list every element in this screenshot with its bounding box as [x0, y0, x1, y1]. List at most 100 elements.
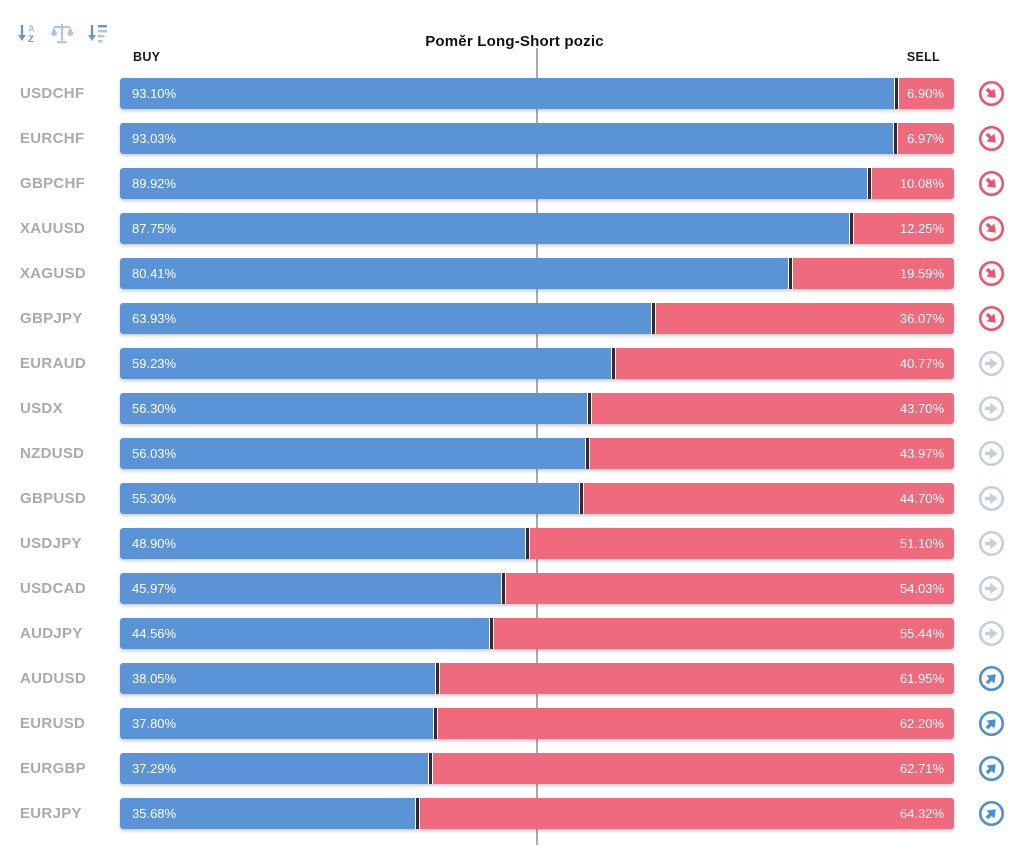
- buy-bar[interactable]: 55.30%: [120, 483, 579, 514]
- table-row: USDJPY 48.90% 51.10%: [0, 528, 1029, 559]
- pair-label: NZDUSD: [20, 445, 85, 462]
- pair-label: GBPUSD: [20, 490, 86, 507]
- ratio-bar: 56.03% 43.97%: [120, 438, 954, 469]
- pair-label: USDX: [20, 400, 63, 417]
- buy-bar[interactable]: 56.30%: [120, 393, 588, 424]
- signal-up-arrow-icon[interactable]: [954, 800, 1029, 827]
- buy-bar[interactable]: 89.92%: [120, 168, 868, 199]
- sell-bar[interactable]: 43.70%: [592, 393, 954, 424]
- ratio-bar: 55.30% 44.70%: [120, 483, 954, 514]
- bar-divider: [578, 483, 584, 514]
- buy-percent-label: 93.03%: [132, 131, 177, 146]
- signal-down-arrow-icon[interactable]: [954, 260, 1029, 287]
- bar-divider: [584, 438, 590, 469]
- sell-percent-label: 6.97%: [907, 131, 944, 146]
- signal-down-arrow-icon[interactable]: [954, 215, 1029, 242]
- sell-bar[interactable]: 43.97%: [589, 438, 954, 469]
- ratio-bar: 56.30% 43.70%: [120, 393, 954, 424]
- sell-percent-label: 10.08%: [899, 176, 944, 191]
- table-row: XAGUSD 80.41% 19.59%: [0, 258, 1029, 289]
- ratio-bar: 63.93% 36.07%: [120, 303, 954, 334]
- sell-percent-label: 54.03%: [899, 581, 944, 596]
- buy-bar[interactable]: 38.05%: [120, 663, 435, 694]
- sell-bar[interactable]: 36.07%: [655, 303, 954, 334]
- bar-divider: [415, 798, 421, 829]
- signal-up-arrow-icon[interactable]: [954, 665, 1029, 692]
- sell-bar[interactable]: 62.71%: [433, 753, 954, 784]
- buy-bar[interactable]: 37.80%: [120, 708, 433, 739]
- signal-up-arrow-icon[interactable]: [954, 710, 1029, 737]
- pair-label: EURAUD: [20, 355, 86, 372]
- buy-percent-label: 56.30%: [132, 401, 177, 416]
- sell-percent-label: 36.07%: [899, 311, 944, 326]
- sell-bar[interactable]: 40.77%: [616, 348, 954, 379]
- sell-bar[interactable]: 10.08%: [872, 168, 954, 199]
- signal-flat-arrow-icon[interactable]: [954, 575, 1029, 602]
- signal-down-arrow-icon[interactable]: [954, 125, 1029, 152]
- sell-percent-label: 62.71%: [899, 761, 944, 776]
- buy-bar[interactable]: 59.23%: [120, 348, 612, 379]
- pair-label: USDCAD: [20, 580, 86, 597]
- sell-bar[interactable]: 61.95%: [439, 663, 954, 694]
- sell-percent-label: 62.20%: [899, 716, 944, 731]
- sell-percent-label: 64.32%: [899, 806, 944, 821]
- buy-bar[interactable]: 44.56%: [120, 618, 490, 649]
- buy-percent-label: 37.80%: [132, 716, 177, 731]
- buy-bar[interactable]: 63.93%: [120, 303, 651, 334]
- table-row: USDCHF 93.10% 6.90%: [0, 78, 1029, 109]
- sell-bar[interactable]: 12.25%: [854, 213, 954, 244]
- pair-label: EURJPY: [20, 805, 82, 822]
- table-row: USDCAD 45.97% 54.03%: [0, 573, 1029, 604]
- ratio-bar: 38.05% 61.95%: [120, 663, 954, 694]
- signal-down-arrow-icon[interactable]: [954, 170, 1029, 197]
- sell-bar[interactable]: 19.59%: [793, 258, 954, 289]
- pair-label: AUDUSD: [20, 670, 86, 687]
- table-row: GBPCHF 89.92% 10.08%: [0, 168, 1029, 199]
- buy-bar[interactable]: 80.41%: [120, 258, 789, 289]
- ratio-rows: USDCHF 93.10% 6.90% EURCHF 93.03% 6.97% GBPCHF…: [0, 78, 1029, 843]
- ratio-bar: 89.92% 10.08%: [120, 168, 954, 199]
- sell-column-header: SELL: [906, 50, 940, 64]
- ratio-bar: 59.23% 40.77%: [120, 348, 954, 379]
- sell-bar[interactable]: 6.97%: [898, 123, 954, 154]
- signal-flat-arrow-icon[interactable]: [954, 485, 1029, 512]
- buy-bar[interactable]: 45.97%: [120, 573, 501, 604]
- buy-bar[interactable]: 48.90%: [120, 528, 526, 559]
- signal-flat-arrow-icon[interactable]: [954, 530, 1029, 557]
- signal-down-arrow-icon[interactable]: [954, 305, 1029, 332]
- sort-toolbar: A Z: [14, 20, 110, 46]
- sell-percent-label: 44.70%: [899, 491, 944, 506]
- buy-bar[interactable]: 87.75%: [120, 213, 850, 244]
- table-row: EURAUD 59.23% 40.77%: [0, 348, 1029, 379]
- signal-up-arrow-icon[interactable]: [954, 755, 1029, 782]
- buy-bar[interactable]: 93.03%: [120, 123, 894, 154]
- buy-column-header: BUY: [133, 50, 161, 64]
- buy-percent-label: 45.97%: [132, 581, 177, 596]
- pair-label: USDJPY: [20, 535, 82, 552]
- balance-scale-icon[interactable]: [49, 20, 75, 46]
- bar-divider: [893, 123, 899, 154]
- sell-bar[interactable]: 55.44%: [494, 618, 954, 649]
- sell-bar[interactable]: 64.32%: [420, 798, 954, 829]
- sell-bar[interactable]: 6.90%: [898, 78, 954, 109]
- sell-bar[interactable]: 51.10%: [530, 528, 954, 559]
- sell-bar[interactable]: 62.20%: [437, 708, 954, 739]
- sell-bar[interactable]: 54.03%: [505, 573, 954, 604]
- signal-flat-arrow-icon[interactable]: [954, 620, 1029, 647]
- buy-bar[interactable]: 56.03%: [120, 438, 585, 469]
- buy-bar[interactable]: 37.29%: [120, 753, 429, 784]
- signal-flat-arrow-icon[interactable]: [954, 440, 1029, 467]
- buy-bar[interactable]: 93.10%: [120, 78, 894, 109]
- sell-percent-label: 6.90%: [907, 86, 944, 101]
- sort-alphabetical-icon[interactable]: A Z: [14, 20, 40, 46]
- signal-flat-arrow-icon[interactable]: [954, 350, 1029, 377]
- buy-percent-label: 56.03%: [132, 446, 177, 461]
- pair-label: EURGBP: [20, 760, 86, 777]
- buy-bar[interactable]: 35.68%: [120, 798, 416, 829]
- signal-down-arrow-icon[interactable]: [954, 80, 1029, 107]
- signal-flat-arrow-icon[interactable]: [954, 395, 1029, 422]
- sell-percent-label: 55.44%: [899, 626, 944, 641]
- sort-amount-icon[interactable]: [84, 20, 110, 46]
- sell-bar[interactable]: 44.70%: [583, 483, 954, 514]
